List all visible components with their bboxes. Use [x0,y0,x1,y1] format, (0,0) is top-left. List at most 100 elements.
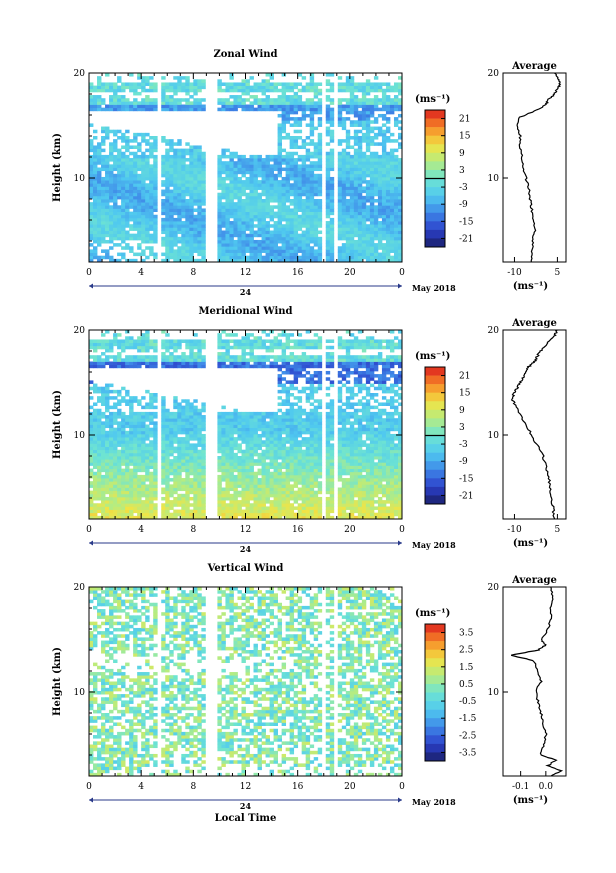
heatmap-cell [169,224,174,228]
heatmap-cell [237,430,242,435]
heatmap-cell [201,364,206,369]
heatmap-cell [137,364,142,369]
heatmap-cell [145,415,150,419]
heatmap-cell [113,139,118,143]
heatmap-cell [181,224,186,228]
heatmap-cell [181,478,186,482]
heatmap-cell [397,217,403,222]
heatmap-cell [161,430,166,435]
heatmap-cell [345,217,351,222]
heatmap-cell [197,104,202,109]
heatmap-cell [169,249,174,253]
heatmap-cell [337,249,343,253]
colorbar-swatch [425,110,445,119]
heatmap-cell [113,427,118,432]
heatmap-cell [381,129,387,134]
heatmap-cell [381,167,387,172]
heatmap-cell [253,342,258,347]
heatmap-cell [105,330,110,334]
heatmap-cell [277,126,283,131]
heatmap-cell [97,158,102,162]
heatmap-cell [389,239,395,244]
heatmap-cell [101,468,106,473]
heatmap-cell [289,170,295,175]
heatmap-cell [397,258,403,263]
heatmap-cell [277,151,283,156]
heatmap-cell [377,208,383,212]
heatmap-cell [165,230,170,235]
heatmap-cell [113,456,118,460]
heatmap-cell [173,364,178,369]
heatmap-cell [245,490,250,495]
heatmap-cell [201,227,206,231]
heatmap-cell [317,161,323,165]
heatmap-cell [105,421,110,425]
heatmap-cell [389,195,395,200]
heatmap-cell [265,101,270,105]
heatmap-cell [217,484,222,488]
heatmap-cell [121,85,126,90]
heatmap-cell [261,230,266,235]
heatmap-cell [253,180,258,184]
heatmap-cell [113,205,118,209]
heatmap-cell [341,224,347,228]
heatmap-cell [325,151,331,156]
heatmap-cell [245,424,250,429]
heatmap-cell [253,509,258,514]
heatmap-cell [129,164,134,168]
heatmap-cell [201,151,206,156]
heatmap-cell [169,145,174,149]
heatmap-cell [153,430,158,435]
heatmap-cell [225,85,230,90]
heatmap-cell [125,478,130,482]
heatmap-cell [181,98,186,102]
heatmap-cell [169,95,174,99]
heatmap-cell [197,500,202,504]
heatmap-cell [225,427,230,432]
heatmap-cell [109,430,114,435]
heatmap-cell [293,224,299,228]
heatmap-cell [261,236,266,241]
heatmap-cell [153,345,158,350]
heatmap-cell [377,158,383,162]
heatmap-cell [289,236,295,241]
heatmap-cell [305,142,311,146]
heatmap-cell [353,189,359,194]
heatmap-cell [193,503,198,507]
heatmap-cell [93,233,98,238]
heatmap-cell [129,107,134,112]
heatmap-cell [285,195,291,200]
heatmap-cell [169,342,174,347]
heatmap-cell [189,239,194,244]
heatmap-cell [165,154,170,159]
heatmap-cell [113,167,118,172]
heatmap-cell [173,421,178,425]
heatmap-cell [373,227,379,231]
heatmap-cell [377,236,383,241]
heatmap-cell [193,342,198,347]
heatmap-cell [241,415,246,419]
heatmap-cell [133,503,138,507]
heatmap-cell [181,183,186,187]
heatmap-cell [237,205,242,209]
heatmap-cell [101,98,106,102]
heatmap-cell [145,345,150,350]
heatmap-cell [249,515,254,520]
heatmap-cell [117,459,122,463]
heatmap-cell [117,211,122,216]
heatmap-cell [337,233,343,238]
heatmap-cell [181,208,186,212]
heatmap-cell [241,490,246,495]
heatmap-cell [301,243,307,247]
heatmap-cell [393,195,399,200]
heatmap-cell [201,183,206,187]
heatmap-cell [305,243,311,247]
heatmap-cell [245,427,250,432]
heatmap-cell [189,496,194,501]
heatmap-cell [121,456,126,460]
heatmap-cell [101,164,106,168]
heatmap-cell [141,433,146,438]
heatmap-cell [113,176,118,181]
heatmap-cell [225,468,230,473]
heatmap-cell [173,503,178,507]
